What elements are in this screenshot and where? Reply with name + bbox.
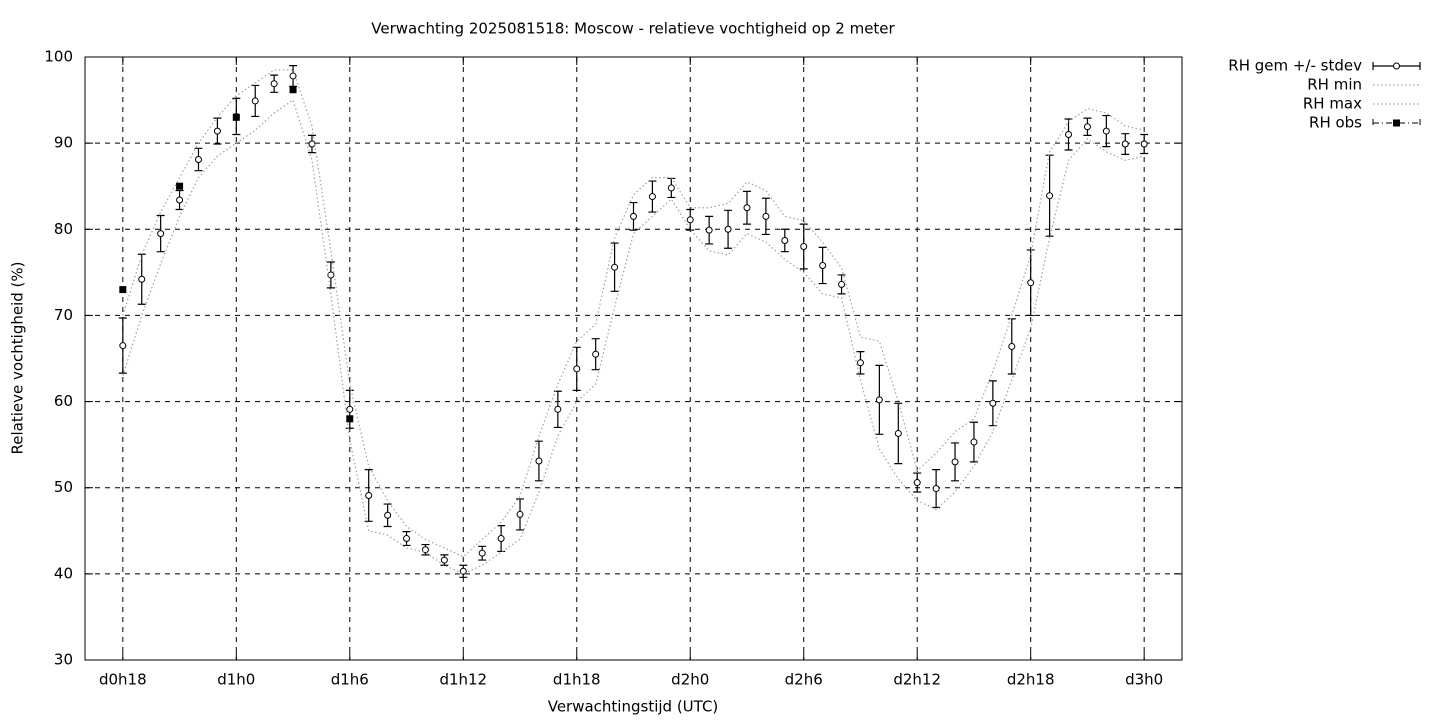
y-axis-label: Relatieve vochtigheid (%) (9, 261, 27, 454)
y-tick-label: 80 (54, 220, 73, 238)
mean-point (630, 212, 637, 220)
mean-point (932, 485, 940, 493)
mean-point (686, 216, 694, 224)
mean-point (289, 72, 297, 80)
mean-point (516, 510, 524, 518)
legend-label: RH obs (1309, 114, 1362, 132)
x-tick-label: d2h18 (1007, 671, 1055, 689)
mean-point (365, 491, 373, 499)
mean-point (403, 535, 411, 543)
mean-point (989, 399, 997, 407)
mean-point (327, 271, 335, 279)
legend-swatch (1372, 119, 1421, 127)
mean-point (762, 212, 770, 220)
y-tick-label: 70 (54, 306, 73, 324)
mean-point (440, 556, 448, 564)
x-tick-label: d1h18 (553, 671, 601, 689)
mean-point (194, 156, 202, 164)
x-tick-label: d2h12 (893, 671, 941, 689)
mean-point (667, 184, 675, 192)
legend-label: RH min (1307, 76, 1362, 94)
mean-point (1083, 123, 1091, 131)
mean-point (384, 511, 392, 519)
mean-point (1140, 140, 1148, 148)
x-tick-label: d1h12 (439, 671, 487, 689)
x-tick-label: d3h0 (1125, 671, 1163, 689)
obs-point (119, 286, 127, 294)
y-tick-label: 60 (54, 392, 73, 410)
mean-point (1121, 140, 1129, 148)
x-tick-label: d1h6 (331, 671, 369, 689)
mean-point (138, 275, 146, 283)
mean-point (213, 127, 221, 135)
x-tick-label: d2h0 (671, 671, 709, 689)
mean-point (743, 204, 751, 212)
mean-point (421, 546, 429, 554)
mean-point (176, 196, 184, 204)
mean-point (819, 261, 827, 269)
mean-point (119, 342, 127, 350)
y-tick-label: 40 (54, 564, 73, 582)
mean-point (554, 405, 562, 413)
mean-point (592, 350, 600, 358)
mean-point (611, 263, 619, 271)
legend-swatch (1393, 62, 1400, 70)
mean-point (800, 243, 808, 251)
mean-point (913, 479, 921, 487)
y-tick-label: 100 (44, 48, 73, 66)
mean-point (970, 438, 978, 446)
x-tick-label: d1h0 (217, 671, 255, 689)
y-tick-label: 30 (54, 651, 73, 669)
mean-point (573, 365, 581, 373)
mean-point (856, 359, 864, 367)
mean-point (951, 458, 959, 466)
legend-label: RH max (1303, 95, 1362, 113)
mean-point (346, 405, 354, 413)
mean-point (705, 226, 713, 234)
x-tick-label: d2h6 (785, 671, 823, 689)
legend-swatch (1393, 119, 1400, 127)
mean-point (724, 225, 732, 233)
mean-point (157, 230, 165, 238)
mean-point (781, 236, 789, 244)
mean-point (838, 280, 846, 288)
plot-frame (84, 56, 1183, 661)
mean-point (894, 429, 902, 437)
mean-point (270, 80, 278, 88)
y-tick-label: 90 (54, 134, 73, 152)
y-tick-label: 50 (54, 478, 73, 496)
mean-point (1065, 131, 1073, 139)
legend-label: RH gem +/- stdev (1228, 57, 1362, 75)
obs-point (232, 113, 240, 121)
x-tick-label: d0h18 (99, 671, 147, 689)
x-axis-label: Verwachtingstijd (UTC) (548, 698, 719, 716)
obs-point (289, 86, 297, 94)
mean-point (497, 535, 505, 543)
mean-point (478, 549, 486, 557)
mean-point (648, 193, 656, 201)
chart-title: Verwachting 2025081518: Moscow - relatie… (371, 20, 895, 38)
mean-point (308, 140, 316, 148)
mean-point (251, 97, 259, 105)
mean-point (1027, 279, 1035, 287)
obs-point (346, 415, 354, 423)
mean-point (875, 396, 883, 404)
mean-point (1102, 127, 1110, 135)
mean-point (1046, 192, 1054, 200)
mean-point (535, 457, 543, 465)
obs-point (176, 182, 184, 190)
mean-point (1008, 342, 1016, 350)
